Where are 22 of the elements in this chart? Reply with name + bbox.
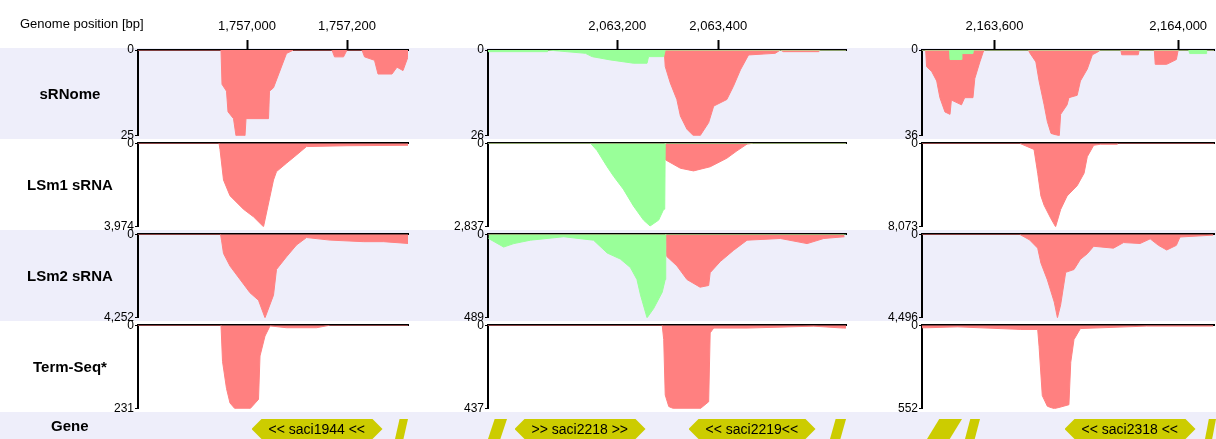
y-tick-label: 0 bbox=[911, 42, 919, 57]
y-tick-label: 231 bbox=[113, 401, 135, 416]
x-tick-label: 2,063,200 bbox=[588, 17, 647, 33]
text: << saci1944 << bbox=[268, 420, 366, 439]
y-tick-label: 0 bbox=[127, 42, 135, 57]
y-axis-title: LSm2 sRNA bbox=[27, 267, 113, 284]
x-tick-label: 1,757,200 bbox=[318, 17, 376, 33]
x-tick-label: 1,757,000 bbox=[218, 17, 276, 33]
x-tick-label: 2,164,000 bbox=[1149, 17, 1208, 33]
x-axis-title: Genome position [bp] bbox=[20, 16, 144, 31]
text: Gene bbox=[51, 417, 89, 434]
y-axis-title: sRNome bbox=[39, 85, 101, 102]
text: << saci2219<< bbox=[705, 420, 799, 439]
y-axis-title: LSm1 sRNA bbox=[27, 176, 113, 193]
y-tick-label: 552 bbox=[897, 401, 919, 416]
y-tick-label: 0 bbox=[477, 42, 485, 57]
text: >> saci2218 >> bbox=[531, 420, 629, 439]
text: << saci2318 << bbox=[1081, 420, 1179, 439]
x-tick-label: 2,063,400 bbox=[689, 17, 748, 33]
y-axis-title: Term-Seq* bbox=[33, 358, 107, 375]
y-tick-label: 437 bbox=[463, 401, 485, 416]
x-tick-label: 2,163,600 bbox=[965, 17, 1024, 33]
